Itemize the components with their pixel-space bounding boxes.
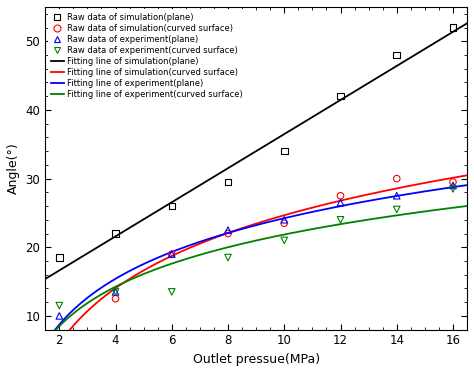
Point — [112, 289, 119, 295]
Point — [55, 333, 63, 339]
Point — [281, 237, 288, 243]
Point — [168, 251, 175, 257]
Point — [337, 93, 344, 99]
Point — [449, 179, 457, 185]
Point — [393, 207, 401, 213]
Point — [224, 227, 232, 233]
Point — [224, 231, 232, 236]
Point — [393, 176, 401, 182]
Point — [168, 289, 175, 295]
Point — [224, 254, 232, 260]
Point — [393, 52, 401, 58]
Point — [55, 254, 63, 260]
Legend: Raw data of simulation(plane), Raw data of simulation(curved surface), Raw data : Raw data of simulation(plane), Raw data … — [48, 9, 246, 103]
Point — [449, 25, 457, 31]
Point — [281, 148, 288, 154]
Point — [449, 186, 457, 192]
Point — [337, 217, 344, 223]
Point — [112, 289, 119, 295]
Point — [55, 313, 63, 319]
Point — [449, 182, 457, 188]
Point — [224, 179, 232, 185]
Point — [281, 220, 288, 226]
X-axis label: Outlet pressue(MPa): Outlet pressue(MPa) — [192, 353, 319, 366]
Point — [168, 251, 175, 257]
Point — [337, 193, 344, 199]
Point — [112, 231, 119, 236]
Point — [337, 200, 344, 206]
Point — [281, 217, 288, 223]
Point — [55, 303, 63, 308]
Point — [393, 193, 401, 199]
Y-axis label: Angle(°): Angle(°) — [7, 142, 20, 194]
Point — [168, 203, 175, 209]
Point — [112, 296, 119, 302]
